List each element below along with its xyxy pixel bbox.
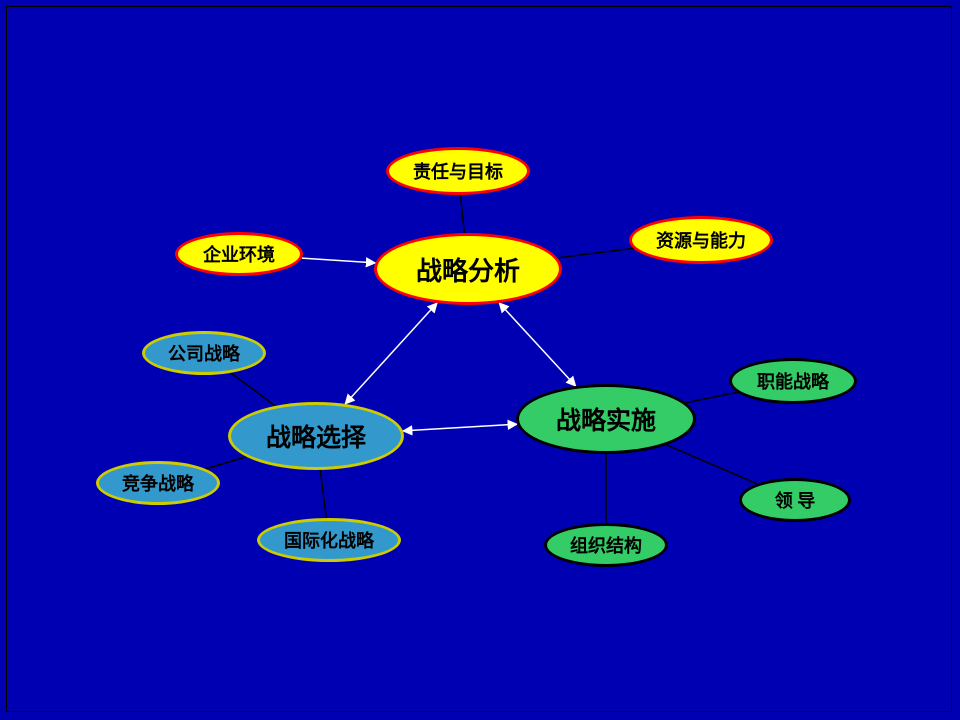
node-label-leadership: 领 导	[775, 487, 816, 513]
node-leadership: 领 导	[739, 478, 851, 522]
node-label-environment: 企业环境	[203, 241, 275, 267]
node-label-responsibility: 责任与目标	[413, 158, 503, 184]
node-label-analysis: 战略分析	[416, 251, 520, 288]
node-functional: 职能战略	[729, 358, 857, 404]
node-label-structure: 组织结构	[570, 532, 642, 558]
node-label-competitive: 竞争战略	[122, 470, 194, 496]
node-label-implement: 战略实施	[556, 401, 656, 437]
node-analysis: 战略分析	[374, 233, 562, 305]
node-label-choice: 战略选择	[266, 418, 366, 454]
node-competitive: 竞争战略	[96, 461, 220, 505]
node-implement: 战略实施	[516, 384, 696, 454]
node-label-international: 国际化战略	[284, 527, 374, 553]
node-resources: 资源与能力	[629, 216, 773, 264]
node-label-functional: 职能战略	[757, 368, 829, 394]
node-international: 国际化战略	[257, 518, 401, 562]
slide-canvas: 战略分析 责任与目标企业环境 资源与能力战略选择 公司战略竞争战略国际化战略 战略实施 职…	[0, 0, 960, 720]
node-choice: 战略选择	[228, 402, 404, 470]
node-corporate: 公司战略	[142, 331, 266, 375]
node-responsibility: 责任与目标	[386, 147, 530, 195]
node-label-corporate: 公司战略	[168, 340, 240, 366]
node-label-resources: 资源与能力	[656, 227, 746, 253]
node-environment: 企业环境	[175, 232, 303, 276]
node-structure: 组织结构	[544, 523, 668, 567]
